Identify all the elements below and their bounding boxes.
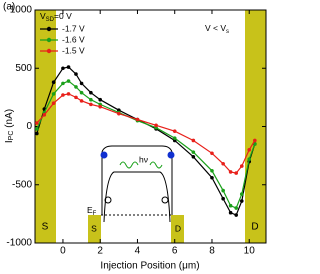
- data-point: [117, 111, 121, 116]
- inset-label: hν: [139, 154, 148, 164]
- hole: [104, 196, 112, 204]
- x-tick-label: 8: [209, 246, 215, 257]
- region-label: S: [42, 222, 49, 233]
- data-point: [98, 104, 103, 109]
- x-tick-label: 4: [135, 246, 141, 257]
- drain-electrode: [245, 10, 266, 243]
- series-line: [36, 80, 256, 209]
- y-tick-label: -500: [12, 179, 32, 190]
- y-tick-label: 0: [26, 121, 32, 132]
- inset-diagram: S D EF hν: [87, 145, 184, 243]
- inset-label: S: [91, 223, 97, 233]
- data-point: [234, 213, 238, 217]
- y-tick-label: 500: [15, 63, 32, 74]
- x-axis-label: Injection Position (μm): [100, 261, 199, 272]
- source-electrode: [35, 10, 56, 243]
- electron: [167, 151, 175, 159]
- x-tick-label: 6: [172, 246, 178, 257]
- data-point: [61, 81, 65, 86]
- inset-drain: [171, 215, 184, 243]
- annotation: V < Vs: [205, 23, 229, 34]
- x-tick-label: 2: [97, 246, 103, 257]
- data-point: [66, 65, 71, 69]
- photon-wave: [149, 161, 163, 169]
- data-point: [98, 97, 103, 102]
- data-point: [221, 196, 225, 201]
- inset-source: [88, 215, 101, 243]
- data-point: [74, 85, 78, 89]
- data-point: [191, 150, 196, 154]
- inset-label: D: [175, 223, 181, 233]
- data-point: [253, 138, 257, 143]
- data-point: [89, 102, 93, 107]
- data-point: [234, 206, 238, 210]
- x-tick-label: 10: [244, 246, 256, 257]
- data-point: [239, 199, 244, 203]
- legend-label: -1.7 V: [62, 23, 85, 33]
- data-point: [210, 168, 214, 173]
- data-point: [247, 157, 252, 161]
- data-point: [89, 97, 93, 102]
- data-point: [35, 131, 39, 136]
- legend-marker: [46, 26, 52, 32]
- data-point: [191, 154, 196, 159]
- data-point: [61, 66, 65, 71]
- data-point: [35, 127, 39, 131]
- data-point: [228, 203, 233, 208]
- data-point: [42, 113, 47, 117]
- data-point: [210, 151, 214, 156]
- data-point: [172, 136, 177, 140]
- data-point: [172, 129, 177, 133]
- data-point: [79, 99, 84, 103]
- hole: [161, 196, 169, 204]
- electron: [100, 151, 108, 159]
- photon-wave: [119, 161, 139, 169]
- chart: S D S D EF hν (a) V < Vs Injection Posit…: [3, 2, 267, 272]
- inset-label: EF: [87, 205, 97, 216]
- data-point: [135, 117, 140, 122]
- legend-title: VSD=0 V: [40, 11, 72, 22]
- panel-label: (a): [3, 2, 15, 13]
- data-point: [61, 93, 65, 97]
- data-point: [221, 161, 225, 166]
- data-point: [228, 210, 233, 215]
- y-axis-label: IPC (nA): [4, 109, 15, 143]
- data-point: [210, 175, 214, 180]
- data-point: [79, 81, 84, 86]
- data-point: [74, 95, 78, 100]
- data-point: [35, 121, 39, 125]
- data-point: [79, 90, 84, 95]
- data-point: [66, 92, 71, 96]
- data-point: [154, 123, 158, 128]
- data-point: [51, 92, 56, 96]
- legend-label: -1.6 V: [62, 34, 85, 44]
- data-point: [234, 171, 238, 175]
- data-point: [66, 79, 71, 83]
- data-point: [239, 192, 244, 196]
- data-point: [89, 90, 93, 95]
- data-point: [74, 72, 78, 76]
- y-tick-label: 1000: [10, 5, 33, 16]
- data-point: [228, 170, 233, 174]
- region-label: D: [251, 222, 258, 233]
- data-point: [51, 101, 56, 105]
- x-tick-label: 0: [60, 246, 66, 257]
- legend-marker: [46, 37, 52, 43]
- legend-marker: [46, 48, 52, 54]
- legend-label: -1.5 V: [62, 45, 85, 55]
- data-point: [221, 188, 225, 193]
- data-point: [191, 138, 196, 143]
- data-point: [51, 80, 56, 85]
- series-line: [36, 66, 256, 216]
- conduction-band: [101, 145, 173, 215]
- data-point: [239, 164, 244, 168]
- y-tick-label: -1000: [6, 238, 32, 249]
- data-point: [247, 148, 252, 152]
